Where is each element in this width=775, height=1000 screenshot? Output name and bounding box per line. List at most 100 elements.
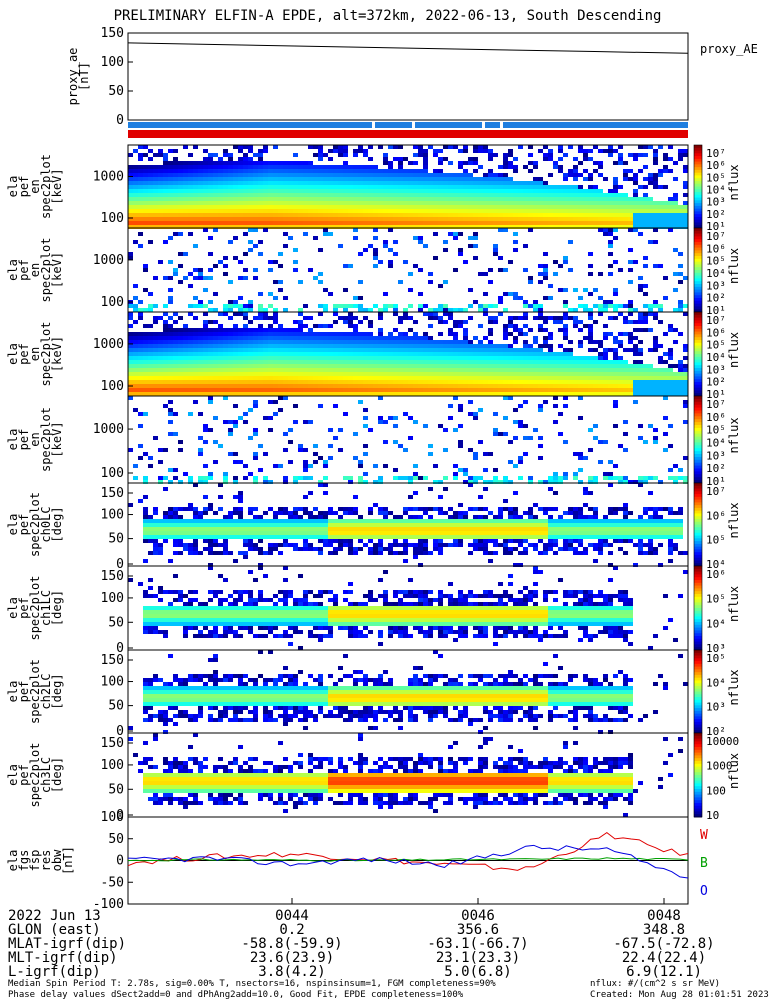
spectrogram-cell: [523, 193, 528, 197]
spectrogram-cell: [138, 424, 143, 428]
spectrogram-cell: [503, 308, 508, 312]
spectrogram-cell: [313, 519, 318, 523]
spectrogram-cell: [328, 511, 333, 515]
spectrogram-cell: [398, 348, 403, 352]
spectrogram-cell: [203, 388, 208, 392]
spectrogram-cell: [658, 217, 663, 221]
spectrogram-cell: [248, 209, 253, 213]
spectrogram-cell: [268, 332, 273, 336]
spectrogram-cell: [348, 511, 353, 515]
spectrogram-cell: [483, 468, 488, 472]
spectrogram-cell: [418, 344, 423, 348]
spectrogram-cell: [538, 388, 543, 392]
spectrogram-cell: [178, 352, 183, 356]
spectrogram-cell: [398, 376, 403, 380]
spectrogram-cell: [168, 523, 173, 527]
spectrogram-cell: [233, 256, 238, 260]
spectrogram-cell: [348, 364, 353, 368]
spectrogram-cell: [558, 209, 563, 213]
spectrogram-cell: [363, 181, 368, 185]
spectrogram-cell: [353, 316, 358, 320]
spectrogram-cell: [503, 388, 508, 392]
spectrogram-cell: [333, 197, 338, 201]
spectrogram-cell: [158, 519, 163, 523]
spectrogram-cell: [133, 197, 138, 201]
spectrogram-cell: [153, 304, 158, 308]
spectrogram-cell: [243, 324, 248, 328]
spectrogram-cell: [323, 165, 328, 169]
spectrogram-cell: [273, 185, 278, 189]
spectrogram-cell: [183, 527, 188, 531]
spectrogram-cell: [188, 551, 193, 555]
spectrogram-cell: [303, 368, 308, 372]
spectrogram-cell: [308, 181, 313, 185]
spectrogram-cell: [333, 189, 338, 193]
spectrogram-cell: [543, 384, 548, 388]
spectrogram-cell: [153, 185, 158, 189]
spectrogram-cell: [218, 225, 223, 229]
spectrogram-cell: [283, 543, 288, 547]
spectrogram-cell: [208, 201, 213, 205]
spectrogram-cell: [488, 201, 493, 205]
spectrogram-cell: [343, 145, 348, 149]
spectrogram-cell: [558, 201, 563, 205]
spectrogram-cell: [248, 177, 253, 181]
spectrogram-cell: [458, 360, 463, 364]
spectrogram-cell: [238, 332, 243, 336]
spectrogram-cell: [253, 340, 258, 344]
spectrogram-cell: [363, 189, 368, 193]
spectrogram-cell: [438, 225, 443, 229]
spectrogram-cell: [658, 376, 663, 380]
spectrogram-cell: [163, 348, 168, 352]
spectrogram-cell: [578, 364, 583, 368]
spectrogram-cell: [433, 181, 438, 185]
spectrogram-cell: [573, 205, 578, 209]
spectrogram-cell: [148, 157, 153, 161]
spectrogram-cell: [283, 181, 288, 185]
spectrogram-cell: [548, 376, 553, 380]
spectrogram-cell: [653, 157, 658, 161]
spectrogram-cell: [228, 209, 233, 213]
spectrogram-cell: [278, 543, 283, 547]
spectrogram-cell: [398, 360, 403, 364]
spectrogram-cell: [393, 523, 398, 527]
spectrogram-cell: [493, 344, 498, 348]
spectrogram-cell: [433, 256, 438, 260]
spectrogram-cell: [413, 332, 418, 336]
spectrogram-cell: [348, 531, 353, 535]
spectrogram-cell: [533, 225, 538, 229]
ae-frame: [127, 32, 689, 121]
spectrogram-cell: [478, 380, 483, 384]
spectrogram-cell: [308, 328, 313, 332]
spectrogram-cell: [413, 348, 418, 352]
spectrogram-cell: [218, 260, 223, 264]
spectrogram-cell: [393, 240, 398, 244]
spectrogram-cell: [238, 376, 243, 380]
spectrogram-cell: [148, 189, 153, 193]
spectrogram-cell: [543, 372, 548, 376]
spectrogram-cell: [308, 368, 313, 372]
spectrogram-cell: [248, 332, 253, 336]
spectrogram-cell: [253, 404, 258, 408]
spectrogram-cell: [603, 228, 608, 232]
spectrogram-cell: [613, 209, 618, 213]
spectrogram-cell: [548, 476, 553, 480]
spectrogram-cell: [428, 372, 433, 376]
spectrogram-cell: [393, 169, 398, 173]
spectrogram-cell: [368, 197, 373, 201]
spectrogram-cell: [228, 157, 233, 161]
spectrogram-cell: [238, 308, 243, 312]
spectrogram-cell: [338, 523, 343, 527]
spectrogram-cell: [138, 181, 143, 185]
spectrogram-cell: [358, 384, 363, 388]
spectrogram-cell: [173, 539, 178, 543]
spectrogram-cell: [378, 380, 383, 384]
spectrogram-cell: [398, 392, 403, 396]
spectrogram-cell: [593, 193, 598, 197]
spectrogram-cell: [138, 177, 143, 181]
spectrogram-cell: [603, 392, 608, 396]
spectrogram-cell: [678, 252, 683, 256]
spectrogram-cell: [613, 292, 618, 296]
spectrogram-cell: [613, 404, 618, 408]
spectrogram-cell: [198, 197, 203, 201]
